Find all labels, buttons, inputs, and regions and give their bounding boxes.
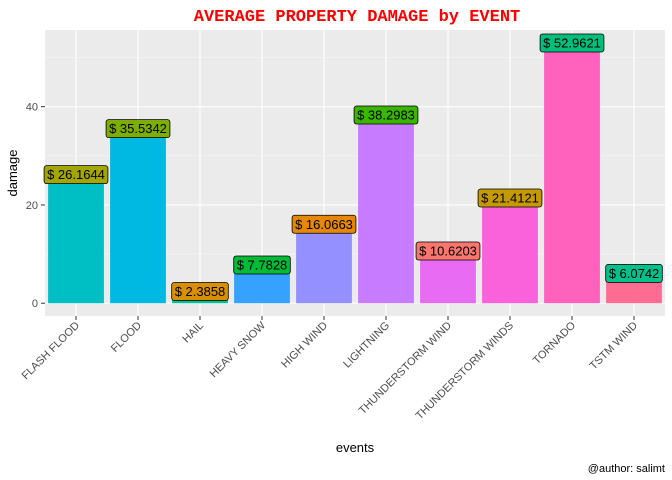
data-label-text: $ 2.3858	[175, 284, 226, 299]
data-label-box	[605, 263, 663, 283]
data-label: $ 10.6203	[415, 241, 481, 261]
data-label-box	[353, 105, 419, 125]
data-label-text: $ 21.4121	[481, 191, 539, 206]
bar	[544, 42, 600, 304]
author-caption: @author: salimt	[588, 463, 665, 475]
y-tick-label: 0	[32, 298, 38, 310]
data-label-box	[539, 33, 605, 53]
y-axis-title: damage	[5, 150, 20, 197]
bar	[110, 128, 166, 304]
data-label-text: $ 38.2983	[357, 108, 415, 123]
x-tick-label: LIGHTNING	[341, 320, 392, 371]
y-tick-label: 40	[26, 102, 38, 114]
bar	[296, 224, 352, 304]
data-label-text: $ 16.0663	[295, 217, 353, 232]
data-label: $ 35.5342	[105, 119, 171, 139]
x-tick-label: TORNADO	[531, 319, 579, 367]
data-label-box	[43, 165, 109, 185]
bars	[48, 42, 662, 304]
x-tick-label: FLASH FLOOD	[20, 320, 83, 383]
x-tick-label: FLOOD	[109, 320, 144, 355]
data-label-box	[233, 255, 291, 275]
data-label: $ 2.3858	[171, 282, 229, 301]
data-label: $ 7.7828	[233, 255, 291, 275]
bar	[482, 198, 538, 304]
bar	[48, 174, 104, 304]
data-label-text: $ 7.7828	[237, 257, 288, 272]
data-label: $ 38.2983	[353, 105, 419, 125]
data-label: $ 16.0663	[291, 214, 357, 234]
x-tick-label: HAIL	[180, 320, 206, 346]
data-label: $ 21.4121	[477, 188, 543, 208]
data-label-text: $ 26.1644	[47, 167, 105, 182]
x-axis-ticks: FLASH FLOOD FLOOD HAIL HEAVY SNOW HIGH WIND L…	[20, 316, 641, 422]
data-label-text: $ 6.0742	[609, 266, 660, 281]
data-label-text: $ 52.9621	[543, 35, 601, 50]
data-label-box	[105, 119, 171, 139]
x-axis-title: events	[336, 440, 375, 455]
data-label-box	[415, 241, 481, 261]
data-labels: $ 26.1644 $ 35.5342 $ 2.3858 $ 7.7828 $ 16.0…	[43, 33, 663, 301]
data-label: $ 52.9621	[539, 33, 605, 53]
bar	[358, 115, 414, 304]
data-label-text: $ 35.5342	[109, 121, 167, 136]
y-tick-label: 20	[26, 200, 38, 212]
data-label-box	[291, 214, 357, 234]
chart-title: AVERAGE PROPERTY DAMAGE by EVENT	[194, 8, 520, 27]
data-label-text: $ 10.6203	[419, 244, 477, 259]
data-label: $ 26.1644	[43, 165, 109, 185]
x-tick-label: HEAVY SNOW	[208, 319, 269, 380]
data-label-box	[477, 188, 543, 208]
x-tick-label: TSTM WIND	[588, 320, 641, 373]
data-label: $ 6.0742	[605, 263, 663, 283]
data-label-box	[171, 282, 229, 301]
x-tick-label: HIGH WIND	[279, 320, 330, 371]
y-axis-ticks: 0 20 40	[26, 102, 45, 310]
